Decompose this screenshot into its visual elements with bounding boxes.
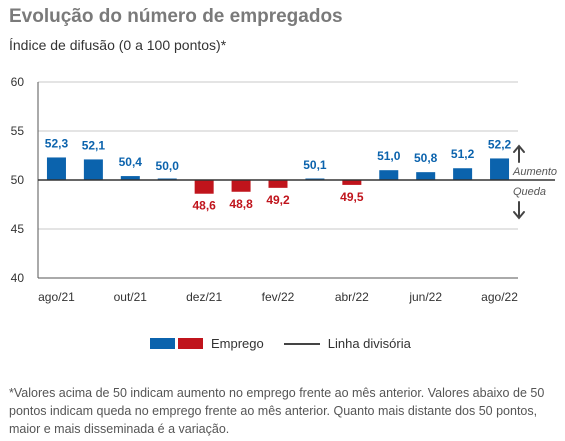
- data-label: 52,3: [45, 136, 69, 150]
- legend-swatch-increase: [150, 338, 175, 349]
- annotation-increase: Aumento: [512, 166, 557, 178]
- data-label: 50,4: [119, 155, 143, 169]
- data-label: 50,0: [156, 159, 180, 173]
- x-tick-label: jun/22: [408, 290, 442, 304]
- legend-swatch-line: [283, 342, 320, 345]
- bar: [194, 180, 214, 194]
- footnote: *Valores acima de 50 indicam aumento no …: [9, 386, 545, 436]
- legend-label-linha: Linha divisória: [327, 336, 411, 351]
- x-tick-label: fev/22: [262, 290, 295, 304]
- data-label: 48,8: [229, 197, 253, 211]
- y-tick-label: 55: [11, 124, 25, 138]
- y-tick-label: 50: [11, 173, 25, 187]
- y-tick-label: 40: [11, 271, 25, 285]
- x-tick-label: dez/21: [186, 290, 222, 304]
- legend-swatch-decrease: [178, 338, 203, 349]
- data-label: 49,5: [340, 190, 364, 204]
- bar: [490, 158, 510, 180]
- bar: [83, 159, 103, 180]
- y-tick-label: 60: [11, 75, 25, 89]
- bar: [268, 180, 288, 188]
- x-tick-label: ago/21: [38, 290, 75, 304]
- data-label: 51,0: [377, 149, 401, 163]
- data-label: 49,2: [266, 193, 290, 207]
- arrow-down-icon: [513, 201, 525, 220]
- bar: [46, 157, 66, 180]
- data-label: 50,8: [414, 151, 438, 165]
- bar: [342, 180, 362, 185]
- chart-subtitle: Índice de difusão (0 a 100 pontos)*: [9, 37, 227, 53]
- data-label: 52,1: [82, 138, 106, 152]
- bar: [120, 176, 140, 180]
- y-tick-label: 45: [11, 222, 25, 236]
- data-label: 52,2: [488, 137, 512, 151]
- chart-title: Evolução do número de empregados: [9, 6, 343, 27]
- data-label: 51,2: [451, 147, 475, 161]
- chart-area: 40 45 50 55 60 52,3 52,1 50,4 50,0 48,6 48,8 49,2 5…: [11, 75, 557, 304]
- annotation-decrease: Queda: [513, 186, 546, 198]
- bar: [231, 180, 251, 192]
- data-label: 50,1: [303, 158, 327, 172]
- legend-label-emprego: Emprego: [211, 336, 264, 351]
- bar: [416, 172, 436, 180]
- arrow-up-icon: [513, 144, 525, 163]
- data-label: 48,6: [192, 199, 216, 213]
- x-tick-label: abr/22: [335, 290, 369, 304]
- x-tick-label: ago/22: [481, 290, 518, 304]
- bar: [453, 168, 473, 180]
- bar: [379, 170, 399, 180]
- legend: Emprego Linha divisória: [150, 336, 411, 351]
- x-tick-label: out/21: [114, 290, 148, 304]
